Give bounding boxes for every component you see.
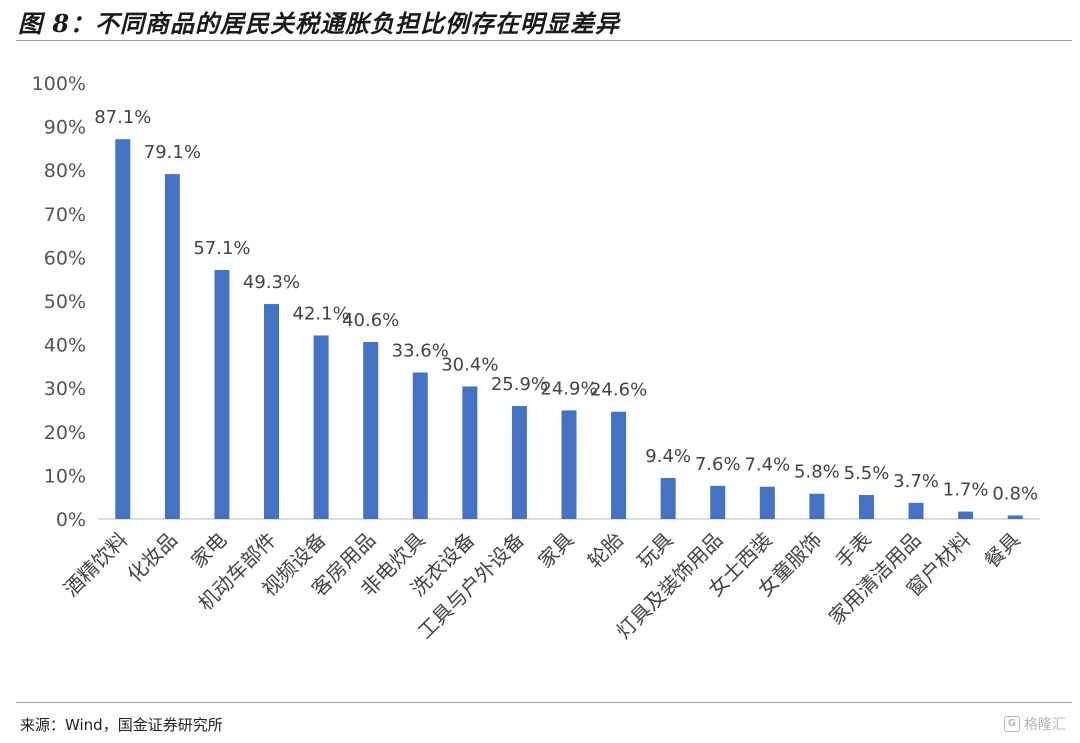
data-label: 24.9% — [540, 378, 597, 399]
page-title: 图 8：不同商品的居民关税通胀负担比例存在明显差异 — [18, 9, 621, 38]
bar — [115, 139, 131, 519]
watermark-logo-icon: G — [1004, 716, 1020, 732]
category-labels: 酒精饮料化妆品 家电机动车部件视频设备客房用品非电炊具洗衣设备工具与户外设备 家具轮… — [59, 528, 1025, 644]
x-tick-label: 酒精饮料 — [59, 528, 133, 602]
y-tick-label: 50% — [44, 291, 86, 313]
bar — [164, 174, 180, 519]
bar — [908, 502, 924, 519]
bar — [660, 478, 676, 519]
data-label: 24.6% — [590, 380, 647, 401]
source-note: 来源：Wind，国金证券研究所 — [20, 716, 223, 734]
y-tick-label: 90% — [44, 117, 86, 139]
x-tick-label: 餐具 — [979, 528, 1024, 573]
bar — [363, 341, 379, 519]
data-label: 79.1% — [144, 142, 201, 163]
bar — [264, 304, 280, 519]
bar-chart: 0% 10% 20% 30% 40% 50% 60% 70% 80% 90% 100% 87.1% 7… — [32, 73, 1040, 644]
y-tick-label: 30% — [44, 378, 86, 400]
data-label: 33.6% — [392, 341, 449, 362]
bar — [511, 406, 527, 519]
watermark: G 格隆汇 — [1004, 714, 1066, 734]
y-tick-label: 60% — [44, 247, 86, 269]
bar — [214, 270, 230, 519]
x-tick-label: 轮胎 — [583, 528, 628, 573]
bar — [313, 335, 329, 519]
data-label: 40.6% — [342, 310, 399, 331]
y-tick-label: 40% — [44, 335, 86, 357]
data-label: 49.3% — [243, 272, 300, 293]
bar — [710, 485, 726, 519]
data-label: 5.8% — [794, 462, 840, 483]
y-tick-label: 0% — [56, 509, 86, 531]
y-tick-label: 10% — [44, 465, 86, 487]
data-label: 87.1% — [94, 107, 151, 128]
footer-divider — [16, 702, 1072, 703]
x-tick-label: 家具 — [533, 528, 578, 573]
title-divider — [16, 40, 1072, 41]
bar — [1007, 515, 1023, 519]
data-label: 0.8% — [992, 484, 1038, 505]
y-tick-label: 80% — [44, 160, 86, 182]
y-tick-label: 20% — [44, 422, 86, 444]
data-label: 7.6% — [695, 454, 741, 475]
data-label: 25.9% — [491, 374, 548, 395]
data-labels: 87.1% 79.1% 57.1% 49.3% 42.1%40.6% 33.6%30.4%… — [94, 107, 1038, 504]
data-label: 5.5% — [844, 463, 890, 484]
watermark-text: 格隆汇 — [1024, 717, 1066, 733]
y-tick-label: 100% — [32, 73, 86, 95]
data-label: 7.4% — [744, 455, 790, 476]
data-label: 9.4% — [645, 446, 691, 467]
x-tick-label: 化妆品 — [123, 528, 182, 587]
bar — [858, 495, 874, 519]
bar — [412, 372, 428, 519]
bar — [462, 386, 478, 519]
data-label: 42.1% — [293, 303, 350, 324]
data-label: 30.4% — [441, 354, 498, 375]
y-tick-label: 70% — [44, 204, 86, 226]
data-label: 1.7% — [943, 480, 989, 501]
bar — [809, 493, 825, 519]
data-label: 57.1% — [193, 238, 250, 259]
bar — [561, 410, 577, 519]
bar — [759, 486, 775, 519]
data-label: 3.7% — [893, 471, 939, 492]
bar — [611, 411, 627, 519]
y-axis: 0% 10% 20% 30% 40% 50% 60% 70% 80% 90% 100% — [32, 73, 1040, 531]
bar — [958, 511, 974, 519]
bars — [115, 139, 1023, 519]
